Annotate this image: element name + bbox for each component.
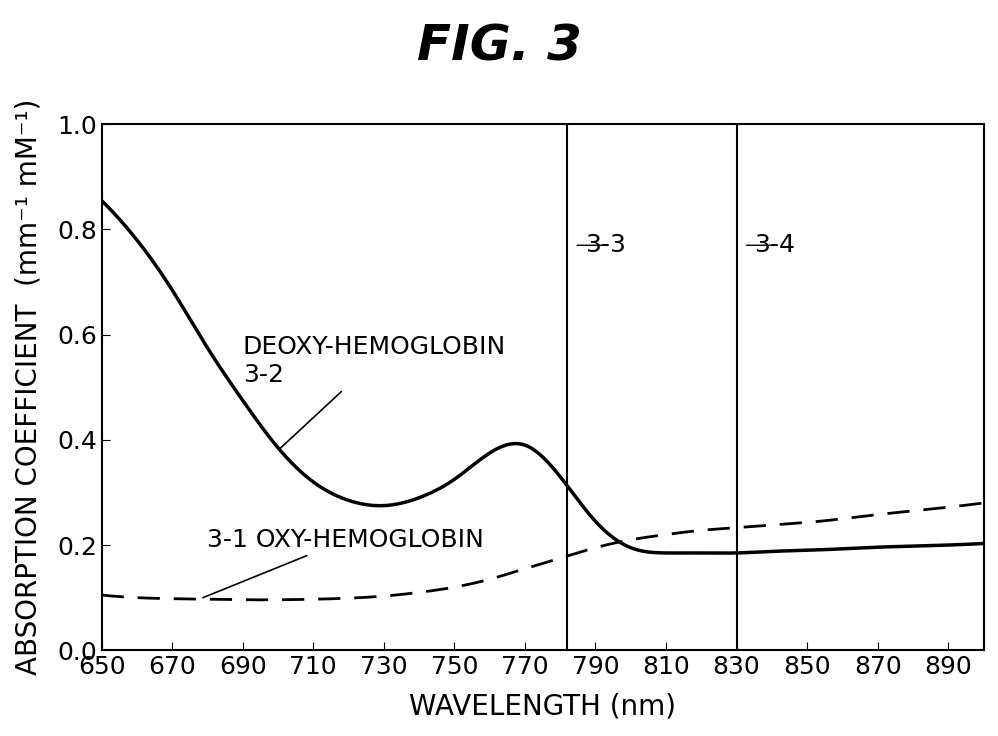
Text: DEOXY-HEMOGLOBIN
3-2: DEOXY-HEMOGLOBIN 3-2 [243,335,506,448]
X-axis label: WAVELENGTH (nm): WAVELENGTH (nm) [409,693,676,721]
Text: 3-4: 3-4 [753,233,794,258]
Text: FIG. 3: FIG. 3 [416,22,582,70]
Y-axis label: ABSORPTION COEFFICIENT  (mm⁻¹ mM⁻¹): ABSORPTION COEFFICIENT (mm⁻¹ mM⁻¹) [15,99,43,676]
Text: 3-3: 3-3 [585,233,626,258]
Text: 3-1 OXY-HEMOGLOBIN: 3-1 OXY-HEMOGLOBIN [203,528,484,598]
